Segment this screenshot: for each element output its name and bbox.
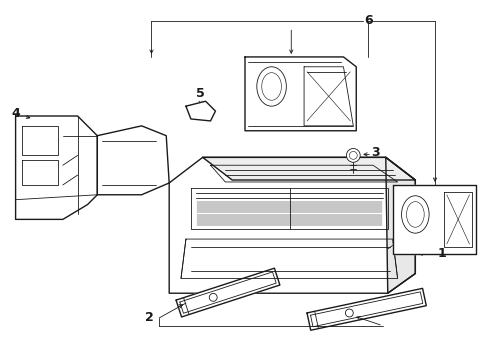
- Ellipse shape: [257, 67, 286, 106]
- Polygon shape: [169, 157, 416, 293]
- Circle shape: [349, 152, 357, 159]
- Polygon shape: [307, 288, 426, 330]
- Text: 1: 1: [438, 247, 446, 260]
- Polygon shape: [245, 57, 356, 131]
- Polygon shape: [186, 101, 216, 121]
- Polygon shape: [386, 157, 416, 293]
- Text: 5: 5: [196, 87, 205, 100]
- Circle shape: [345, 309, 353, 317]
- Polygon shape: [98, 126, 169, 195]
- Text: 4: 4: [11, 107, 20, 120]
- Polygon shape: [392, 185, 476, 254]
- Polygon shape: [16, 116, 98, 219]
- Polygon shape: [176, 268, 280, 317]
- Circle shape: [346, 148, 360, 162]
- Text: 6: 6: [364, 14, 372, 27]
- Polygon shape: [203, 157, 416, 180]
- Ellipse shape: [407, 202, 424, 227]
- Circle shape: [209, 293, 217, 301]
- Ellipse shape: [262, 73, 281, 100]
- Text: 3: 3: [371, 146, 380, 159]
- Text: 2: 2: [145, 311, 154, 324]
- Ellipse shape: [401, 196, 429, 233]
